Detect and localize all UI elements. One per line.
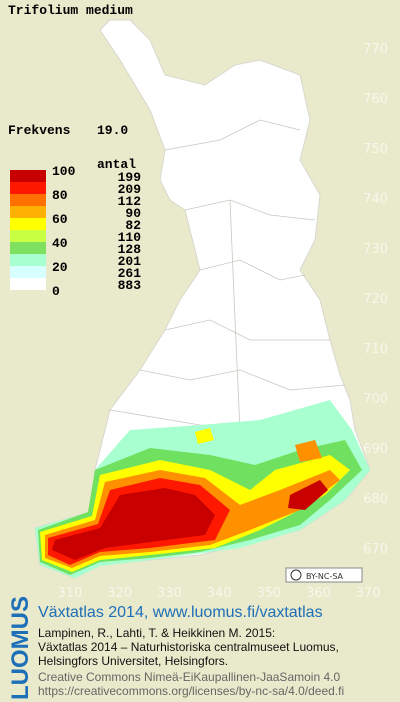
badge-text: BY-NC-SA xyxy=(306,572,344,581)
y-grid-label: 670 xyxy=(363,542,388,557)
legend-count: 110 xyxy=(118,230,142,245)
x-grid-label: 340 xyxy=(207,586,232,601)
license-line: Creative Commons Nimeä-EiKaupallinen-Jaa… xyxy=(38,670,340,684)
y-grid-label: 770 xyxy=(363,42,388,57)
x-grid-label: 360 xyxy=(306,586,331,601)
frequency-label: Frekvens xyxy=(8,123,71,138)
zone-80-east xyxy=(295,440,322,462)
y-grid-label: 760 xyxy=(363,92,388,107)
x-grid-label: 320 xyxy=(107,586,132,601)
frequency-value: 19.0 xyxy=(97,123,128,138)
cc-icon xyxy=(290,569,302,581)
legend-scale-label: 20 xyxy=(52,260,68,275)
legend-count: 112 xyxy=(118,194,142,209)
legend-scale-label: 60 xyxy=(52,212,68,227)
x-grid-label: 350 xyxy=(256,586,281,601)
y-grid-label: 710 xyxy=(363,342,388,357)
y-grid-label: 720 xyxy=(363,292,388,307)
zone-100 xyxy=(52,488,215,560)
citation-line: Växtatlas 2014 – Naturhistoriska central… xyxy=(38,640,339,654)
y-grid-label: 690 xyxy=(363,442,388,457)
y-grid-label: 680 xyxy=(363,492,388,507)
x-grid-label: 330 xyxy=(157,586,182,601)
legend-count: 261 xyxy=(118,266,142,281)
citation-line: Helsingfors Universitet, Helsingfors. xyxy=(38,654,228,668)
legend-count: 82 xyxy=(125,218,141,233)
legend-swatch xyxy=(10,206,46,218)
y-grid-label: 730 xyxy=(363,242,388,257)
zone-100-east xyxy=(288,480,328,510)
license-line: https://creativecommons.org/licenses/by-… xyxy=(38,684,344,698)
count-header: antal xyxy=(97,157,136,172)
brand: LUOMUS xyxy=(7,596,34,700)
legend-swatch xyxy=(10,266,46,278)
legend-count: 128 xyxy=(118,242,142,257)
legend-swatch xyxy=(10,254,46,266)
badge-box xyxy=(285,567,363,583)
legend-scale-label: 100 xyxy=(52,164,76,179)
legend-count: 201 xyxy=(118,254,142,269)
legend-count: 199 xyxy=(118,170,142,185)
legend-count: 90 xyxy=(125,206,141,221)
license-badge: BY-NC-SA xyxy=(285,567,363,583)
y-grid-label: 700 xyxy=(363,392,388,407)
legend-swatch xyxy=(10,218,46,230)
legend-swatch xyxy=(10,230,46,242)
x-grid-label: 370 xyxy=(356,586,381,601)
legend-swatch xyxy=(10,182,46,194)
citation-line: Lampinen, R., Lahti, T. & Heikkinen M. 2… xyxy=(38,626,275,640)
grid-labels: 770 760 750 740 730 720 710 700 690 680 670 310 320 3… xyxy=(58,42,388,601)
title: Trifolium medium xyxy=(8,3,133,18)
y-grid-label: 750 xyxy=(363,142,388,157)
y-grid-label: 740 xyxy=(363,192,388,207)
zone-60-east xyxy=(195,428,214,444)
footer-heading: Växtatlas 2014, www.luomus.fi/vaxtatlas xyxy=(38,604,323,621)
legend-swatch xyxy=(10,242,46,254)
legend-swatch xyxy=(10,278,46,290)
legend-count: 883 xyxy=(118,278,142,293)
legend-swatch xyxy=(10,170,46,182)
legend-scale-label: 80 xyxy=(52,188,68,203)
footer-lines: Lampinen, R., Lahti, T. & Heikkinen M. 2… xyxy=(38,626,344,698)
legend-count: 209 xyxy=(118,182,142,197)
x-grid-label: 310 xyxy=(58,586,83,601)
legend-scale-label: 0 xyxy=(52,284,60,299)
legend-scale-label: 40 xyxy=(52,236,68,251)
frequency-grid xyxy=(35,400,370,578)
legend-swatch xyxy=(10,194,46,206)
